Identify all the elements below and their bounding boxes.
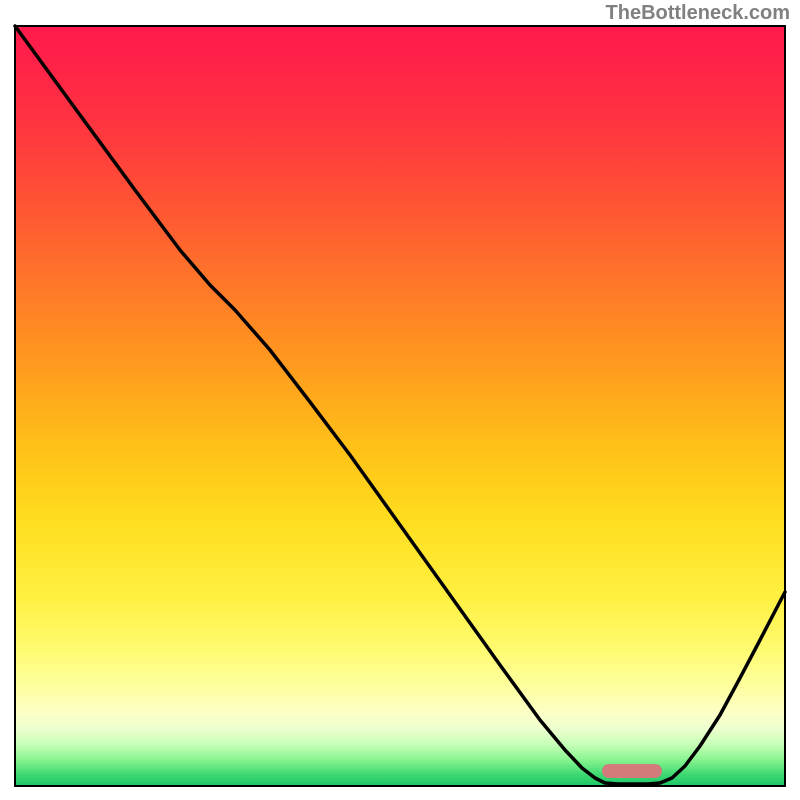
- bottleneck-chart: [0, 0, 800, 800]
- watermark-text: TheBottleneck.com: [606, 2, 790, 25]
- valley-marker: [602, 764, 662, 778]
- gradient-background: [15, 26, 785, 786]
- chart-container: TheBottleneck.com: [0, 0, 800, 800]
